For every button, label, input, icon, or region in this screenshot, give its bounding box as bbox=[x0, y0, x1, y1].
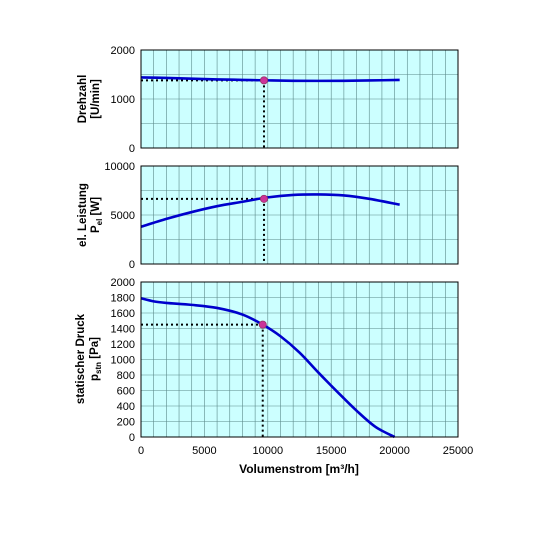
pressure-panel: 0 200 400 600 800 1000 1200 1400 1600 1800 2000 0 5… bbox=[75, 277, 473, 476]
x-tick-label: 15000 bbox=[316, 445, 347, 457]
power-y-tick-label: 5000 bbox=[111, 210, 135, 222]
pressure-curve-layer bbox=[140, 297, 396, 439]
pressure-y-tick-label: 1800 bbox=[111, 293, 135, 305]
power-panel: 0 5000 10000 el. Leistung Pel [W] bbox=[77, 161, 459, 271]
speed-y-tick-label: 0 bbox=[129, 143, 135, 155]
pressure-ylabel-sub: stn bbox=[94, 362, 103, 374]
pressure-y-tick-label: 800 bbox=[117, 370, 135, 382]
x-tick-label: 10000 bbox=[253, 445, 284, 457]
speed-ylabel-1: Drehzahl bbox=[77, 75, 89, 124]
pressure-y-tick-label: 1200 bbox=[111, 339, 135, 351]
pressure-ylabel-unit: [Pa] bbox=[89, 337, 101, 362]
x-tick-label: 0 bbox=[138, 445, 144, 457]
power-curve bbox=[140, 193, 400, 229]
speed-y-tick-label: 2000 bbox=[111, 45, 135, 57]
speed-ylabel-2: [U/min] bbox=[90, 79, 102, 119]
power-ylabel-main: P bbox=[90, 225, 102, 233]
power-ylabel-2: Pel [W] bbox=[90, 197, 104, 233]
pressure-plot-frame bbox=[140, 281, 459, 438]
pressure-y-ticks: 0 200 400 600 800 1000 1200 1400 1600 1800 2000 bbox=[111, 277, 135, 444]
pressure-curve bbox=[140, 297, 396, 439]
pressure-ylabel-1: statischer Druck bbox=[75, 313, 87, 404]
power-y-tick-label: 0 bbox=[129, 259, 135, 271]
pressure-y-tick-label: 1400 bbox=[111, 324, 135, 336]
x-tick-label: 25000 bbox=[443, 445, 474, 457]
pressure-y-tick-label: 400 bbox=[117, 401, 135, 413]
pressure-ylabel-main: p bbox=[89, 374, 101, 381]
power-plot-frame bbox=[140, 165, 459, 265]
pressure-y-tick-label: 2000 bbox=[111, 277, 135, 289]
power-ylabel-1: el. Leistung bbox=[77, 183, 89, 247]
x-tick-label: 20000 bbox=[379, 445, 410, 457]
speed-y-ticks: 0 1000 2000 bbox=[111, 45, 135, 155]
power-y-ticks: 0 5000 10000 bbox=[104, 161, 135, 271]
pressure-operating-point bbox=[258, 320, 267, 329]
pressure-y-tick-label: 1000 bbox=[111, 355, 135, 367]
power-curve-layer bbox=[140, 193, 400, 264]
speed-plot-frame bbox=[140, 49, 459, 149]
power-y-tick-label: 10000 bbox=[104, 161, 135, 173]
power-ylabel-sub: el bbox=[95, 219, 104, 226]
pressure-x-ticks: 0 5000 10000 15000 20000 25000 bbox=[138, 445, 473, 457]
pressure-y-tick-label: 200 bbox=[117, 417, 135, 429]
speed-operating-point bbox=[259, 76, 268, 85]
x-axis-label: Volumenstrom [m³/h] bbox=[239, 462, 359, 476]
speed-curve-layer bbox=[140, 76, 400, 148]
power-ylabel-unit: [W] bbox=[90, 197, 102, 219]
power-grid bbox=[141, 166, 458, 264]
pressure-y-tick-label: 0 bbox=[129, 432, 135, 444]
pressure-y-tick-label: 1600 bbox=[111, 308, 135, 320]
speed-panel: 0 1000 2000 Drehzahl [U/min] bbox=[77, 45, 459, 155]
power-operating-point bbox=[259, 194, 268, 203]
pressure-grid bbox=[141, 282, 458, 437]
speed-y-tick-label: 1000 bbox=[111, 94, 135, 106]
speed-grid bbox=[141, 50, 458, 148]
pressure-y-tick-label: 600 bbox=[117, 386, 135, 398]
x-tick-label: 5000 bbox=[192, 445, 216, 457]
pressure-ylabel-2: pstn [Pa] bbox=[89, 337, 103, 381]
